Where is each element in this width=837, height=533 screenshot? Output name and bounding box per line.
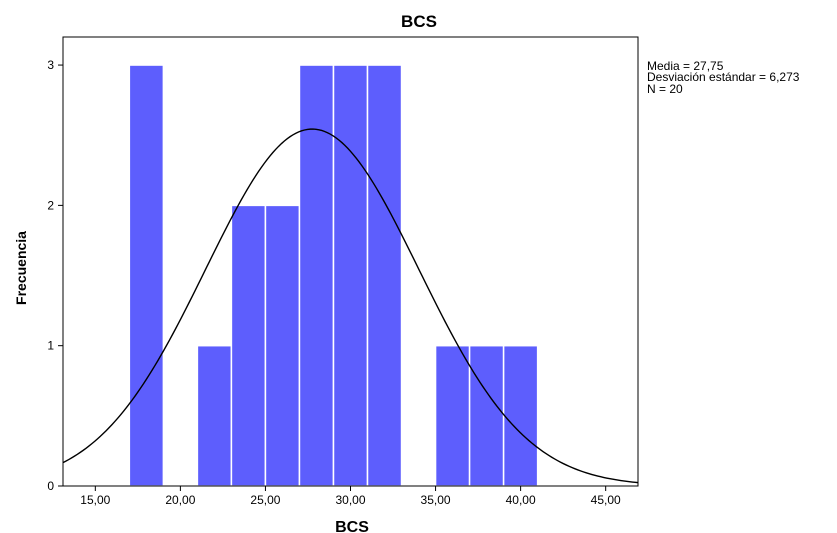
bars-group bbox=[128, 64, 539, 487]
y-tick-label: 3 bbox=[47, 58, 54, 72]
y-tick-label: 1 bbox=[47, 339, 54, 353]
histogram-bar bbox=[128, 64, 165, 487]
stat-mean: Media = 27,75 bbox=[647, 59, 724, 73]
histogram-bar bbox=[332, 64, 369, 487]
histogram-bar bbox=[468, 344, 505, 487]
x-tick-label: 15,00 bbox=[80, 493, 110, 507]
histogram-bar bbox=[434, 344, 471, 487]
histogram-bar bbox=[230, 204, 267, 487]
histogram-bar bbox=[264, 204, 301, 487]
y-axis-ticks: 0 1 2 3 bbox=[47, 58, 63, 493]
x-tick-label: 25,00 bbox=[250, 493, 280, 507]
stat-sd: Desviación estándar = 6,273 bbox=[647, 70, 800, 84]
chart-title: BCS bbox=[401, 12, 437, 31]
x-tick-label: 30,00 bbox=[335, 493, 365, 507]
x-axis-label: BCS bbox=[335, 519, 369, 533]
x-tick-label: 40,00 bbox=[506, 493, 536, 507]
x-tick-label: 35,00 bbox=[421, 493, 451, 507]
x-axis-ticks: 15,00 20,00 25,00 30,00 35,00 40,00 45,00 bbox=[80, 486, 621, 507]
histogram-bar bbox=[502, 344, 539, 487]
histogram-bar bbox=[366, 64, 403, 487]
histogram-bar bbox=[196, 344, 233, 487]
y-tick-label: 0 bbox=[47, 479, 54, 493]
y-tick-label: 2 bbox=[47, 198, 54, 212]
histogram-bar bbox=[298, 64, 335, 487]
normal-curve bbox=[62, 128, 639, 484]
stat-n: N = 20 bbox=[647, 82, 683, 96]
y-axis-label: Frecuencia bbox=[13, 231, 29, 305]
x-tick-label: 20,00 bbox=[165, 493, 195, 507]
x-tick-label: 45,00 bbox=[591, 493, 621, 507]
